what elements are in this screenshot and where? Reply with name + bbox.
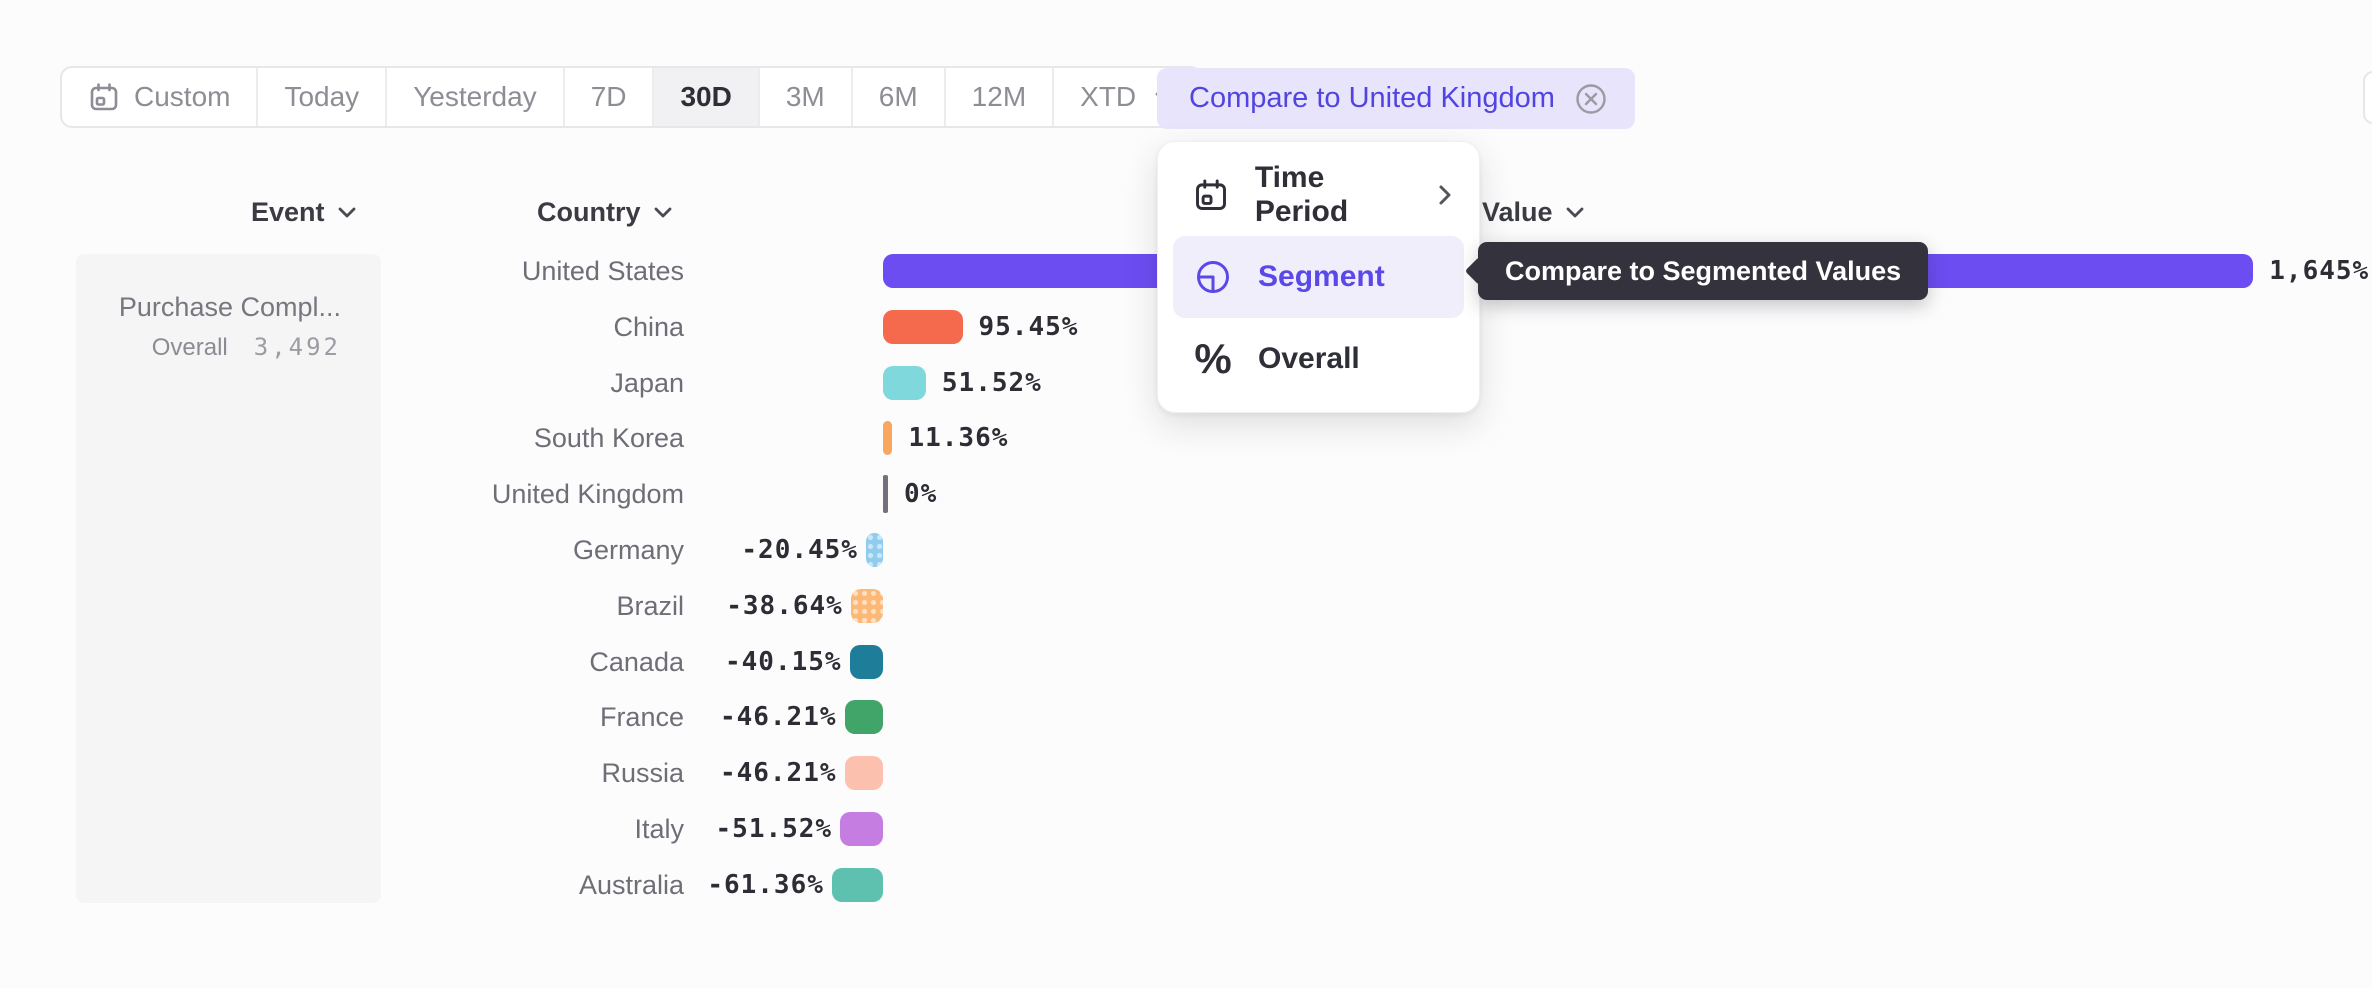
menu-item-label: Segment <box>1258 260 1385 293</box>
range-button-6m[interactable]: 6M <box>853 68 946 126</box>
value-label-germany: -20.45% <box>741 535 858 565</box>
bar-japan[interactable] <box>883 365 926 400</box>
country-label-united-states: United States <box>521 256 684 286</box>
compare-options-menu: Time Period Segment % Overall <box>1157 141 1480 413</box>
remove-compare-icon[interactable] <box>1573 81 1609 117</box>
custom-range-label: Custom <box>134 81 231 112</box>
bar-south-korea[interactable] <box>883 421 893 456</box>
value-label-united-kingdom: 0% <box>904 479 938 510</box>
bar-germany[interactable] <box>865 533 883 567</box>
compare-chip-label: Compare to United Kingdom <box>1189 82 1555 114</box>
menu-item-segment[interactable]: Segment <box>1173 236 1464 318</box>
value-label-south-korea: 11.36% <box>908 423 1009 454</box>
range-label: 30D <box>680 81 732 112</box>
column-header-label: Value <box>1482 196 1553 227</box>
calendar-icon <box>88 81 120 113</box>
xtd-dropdown-button[interactable]: XTD <box>1054 68 1200 126</box>
range-label: 12M <box>971 81 1027 112</box>
column-header-value[interactable]: Value <box>1482 194 1585 230</box>
country-label-france: France <box>599 702 684 733</box>
country-label-germany: Germany <box>572 535 684 565</box>
overall-label: Overall <box>151 334 228 361</box>
menu-item-overall[interactable]: % Overall <box>1158 318 1479 400</box>
menu-item-label: Time Period <box>1254 161 1349 228</box>
country-label-south-korea: South Korea <box>533 423 684 454</box>
bar-canada[interactable] <box>849 644 883 679</box>
value-label-canada: -40.15% <box>724 646 842 677</box>
country-label-brazil: Brazil <box>616 590 684 621</box>
column-header-country[interactable]: Country <box>537 194 673 230</box>
range-button-today[interactable]: Today <box>258 68 388 126</box>
event-card[interactable]: Purchase Compl... Overall 3,492 <box>76 254 381 903</box>
range-label: Yesterday <box>413 81 537 112</box>
bar-australia[interactable] <box>831 867 883 902</box>
cutoff-toolbar-element <box>2363 71 2372 124</box>
range-button-12m[interactable]: 12M <box>946 68 1055 126</box>
range-button-30d[interactable]: 30D <box>654 68 760 126</box>
date-range-toolbar: Custom Today Yesterday 7D 30D 3M 6M 12M … <box>60 66 1203 128</box>
value-label-united-states: 1,645% <box>2269 256 2370 286</box>
percent-icon: % <box>1194 335 1232 382</box>
range-button-yesterday[interactable]: Yesterday <box>387 68 565 126</box>
value-label-france: -46.21% <box>719 702 837 733</box>
event-overall-row: Overall 3,492 <box>76 333 341 362</box>
value-label-china: 95.45% <box>978 311 1079 342</box>
value-label-russia: -46.21% <box>719 758 837 789</box>
range-label: Today <box>284 81 360 112</box>
menu-item-label: Overall <box>1258 342 1360 375</box>
country-label-japan: Japan <box>610 367 684 398</box>
column-header-label: Country <box>537 196 641 227</box>
bar-russia[interactable] <box>844 756 883 791</box>
bar-china[interactable] <box>883 309 963 344</box>
menu-item-time-period[interactable]: Time Period <box>1158 154 1479 236</box>
overall-value: 3,492 <box>253 333 341 361</box>
chevron-down-icon <box>653 205 673 219</box>
compare-to-united-kingdom-chip[interactable]: Compare to United Kingdom <box>1157 68 1635 129</box>
country-label-italy: Italy <box>634 814 684 844</box>
value-label-australia: -61.36% <box>707 869 824 900</box>
chevron-down-icon <box>337 205 357 219</box>
country-label-australia: Australia <box>578 869 684 900</box>
bar-france[interactable] <box>844 700 883 735</box>
baseline-marker-united-kingdom[interactable] <box>883 475 888 514</box>
range-label: 3M <box>785 81 825 112</box>
value-label-brazil: -38.64% <box>726 590 843 621</box>
chevron-right-icon <box>1437 182 1453 208</box>
column-header-event[interactable]: Event <box>251 194 357 230</box>
country-label-china: China <box>613 311 684 342</box>
bar-brazil[interactable] <box>850 588 883 623</box>
range-label: 6M <box>878 81 918 112</box>
chevron-down-icon <box>1565 205 1585 219</box>
value-label-italy: -51.52% <box>715 814 833 844</box>
range-button-7d[interactable]: 7D <box>565 68 655 126</box>
range-button-3m[interactable]: 3M <box>760 68 853 126</box>
tooltip-text: Compare to Segmented Values <box>1505 255 1902 286</box>
calendar-icon <box>1192 177 1231 213</box>
segment-icon <box>1192 257 1234 297</box>
xtd-label: XTD <box>1080 81 1137 112</box>
event-name: Purchase Compl... <box>118 292 341 322</box>
compare-tooltip: Compare to Segmented Values <box>1464 242 1929 300</box>
country-label-canada: Canada <box>589 646 684 677</box>
country-label-united-kingdom: United Kingdom <box>491 479 684 510</box>
range-label: 7D <box>590 81 627 112</box>
bar-italy[interactable] <box>840 812 883 846</box>
country-label-russia: Russia <box>601 758 684 789</box>
column-header-label: Event <box>251 196 325 227</box>
custom-range-button[interactable]: Custom <box>62 68 259 126</box>
value-label-japan: 51.52% <box>941 367 1042 398</box>
